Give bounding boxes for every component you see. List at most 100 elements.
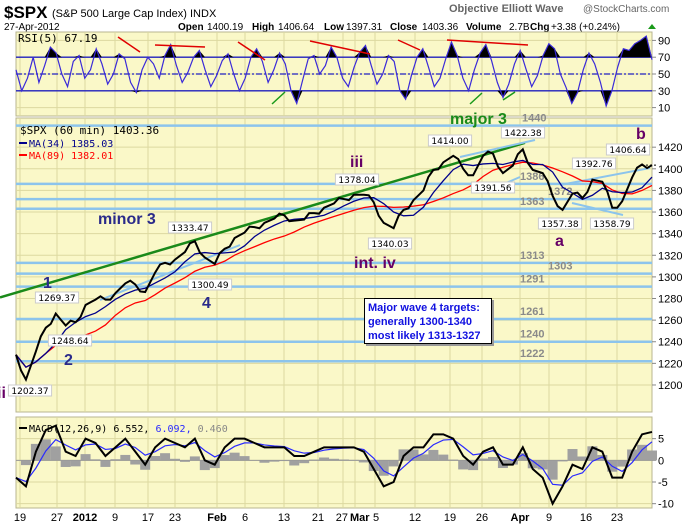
close-label: Close [390,22,418,33]
macd-histogram-bar [537,460,548,470]
y-tick-label: 5 [658,434,664,446]
macd-histogram-bar [577,456,588,461]
support-level-label: 1291 [520,274,544,286]
price-label: 1392.76 [575,160,612,170]
x-tick-label: 19 [444,512,456,524]
rsi-divergence-line [237,41,266,61]
rsi-divergence-line [309,40,371,55]
price-label-box [470,181,516,194]
x-tick-label: 13 [278,512,290,524]
price-label-box [47,334,93,347]
low-label: Low [324,22,344,33]
macd-histogram-bar [408,449,419,461]
macd-histogram-bar [329,458,339,461]
wave-label: 2 [64,352,73,369]
high-label: High [252,22,274,33]
macd-histogram-bar [110,459,121,461]
y-tick-label: 1260 [658,315,682,327]
price-label-box [427,134,473,147]
channel-line [571,202,624,216]
rsi-divergence-line [154,44,206,48]
close-value: 1403.36 [422,22,459,33]
rsi-divergence-line [446,39,529,46]
macd-histogram-bar [418,454,429,461]
y-tick-label: 1280 [658,294,682,306]
price-label: 1414.00 [431,137,468,147]
macd-histogram-bar [557,460,568,462]
x-tick-label: Apr [511,512,531,524]
price-label-box [187,278,233,291]
price-label: 1333.47 [171,224,208,234]
macd-histogram-bar [60,460,71,467]
macd-histogram-bar [229,452,240,461]
macd-histogram-bar [70,460,81,467]
macd-histogram-bar [219,455,230,461]
low-value: 1397.31 [346,22,383,33]
x-tick-label: 21 [312,512,324,524]
macd-histogram-bar [567,449,578,461]
y-tick-label: -10 [658,499,674,511]
macd-histogram-bar [617,460,628,467]
price-label-box [34,291,80,304]
chg-label: Chg [530,22,549,33]
wave-label: 1 [43,275,52,292]
macd-histogram-bar [160,453,171,461]
macd-legend-hist: 0.460 [198,424,228,435]
price-label-box [589,217,635,230]
y-tick-label: 1300 [658,272,682,284]
rsi-divergence-line [469,92,483,105]
support-level-label: 1261 [520,306,544,318]
y-tick-label: 1200 [658,380,682,392]
macd-histogram-bar [438,454,449,461]
macd-histogram-bar [40,439,51,461]
y-tick-label: 50 [658,69,670,81]
y-tick-label: 1220 [658,358,682,370]
macd-histogram-bar [488,456,498,461]
price-label-box [500,126,546,139]
y-tick-label: 1240 [658,337,682,349]
x-tick-label: 23 [611,512,623,524]
y-tick-label: 1320 [658,250,682,262]
channel-line [459,139,536,158]
ohlc-row: Open 1400.19 High 1406.64 Low 1397.31 Cl… [178,22,656,33]
volume-value: 2.7B [509,22,530,33]
macd-histogram-bar [199,460,210,471]
price-label-box [605,143,651,156]
x-tick-label: 16 [580,512,592,524]
wave-label: b [636,126,646,143]
price-label: 1202.37 [11,387,48,397]
macd-histogram-bar [587,446,598,461]
price-label: 1422.38 [504,129,541,139]
x-tick-label: 9 [546,512,552,524]
macd-histogram-bar [368,460,379,472]
macd-histogram-bar [90,459,101,461]
y-tick-label: 1380 [658,185,682,197]
note-line: generally 1300-1340 [368,316,472,328]
rsi-divergence-line [117,36,141,53]
x-tick-label: 19 [14,512,26,524]
macd-legend-name: MACD(12,26,9) [29,424,107,435]
y-tick-label: 30 [658,86,670,98]
x-tick-label: 17 [142,512,154,524]
macd-histogram-bar [319,457,330,461]
macd-histogram-bar [189,456,200,461]
price-label: 1248.64 [51,337,88,347]
macd-legend-signal: 6.092, [155,424,191,435]
wave-label: a [555,233,564,250]
ma34-line [15,159,653,368]
x-tick-label: 9 [112,512,118,524]
macd-histogram-bar [647,450,657,461]
x-tick-label: 2012 [73,512,97,524]
macd-histogram-bar [547,460,558,480]
macd-histogram-bar [478,458,489,461]
macd-histogram-bar [507,460,518,465]
wave-label: major 3 [450,111,507,128]
price-label-box [334,173,380,186]
x-tick-label: Mar [350,512,370,524]
price-label-box [7,384,53,397]
channel-line [99,244,241,301]
macd-histogram-bar [637,444,648,461]
chg-value: +3.38 (+0.24%) [551,22,620,33]
ma89-line [15,161,653,368]
brand: @StockCharts.com [583,4,669,15]
